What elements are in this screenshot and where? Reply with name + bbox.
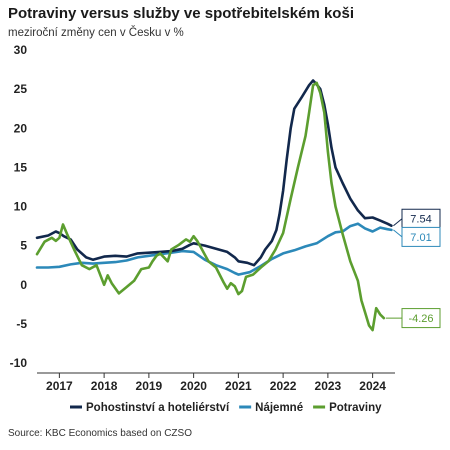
chart-source: Source: KBC Economics based on CZSO xyxy=(8,428,192,439)
series-line-3 xyxy=(35,81,386,332)
chart-subtitle: meziroční změny cen v Česku v % xyxy=(8,27,184,39)
x-tick-label: 2023 xyxy=(315,379,342,393)
series-line-2 xyxy=(35,222,393,276)
legend-item-1: Pohostinství a hoteliérství xyxy=(70,402,230,414)
end-callout-value: -4.26 xyxy=(408,313,433,325)
end-callouts: 7.54 7.01 -4.26 xyxy=(385,208,441,329)
legend-label: Pohostinství a hoteliérství xyxy=(86,402,230,414)
end-callout-leader xyxy=(393,218,403,227)
x-tick-label: 2020 xyxy=(180,379,207,393)
y-tick-label: 5 xyxy=(20,239,27,253)
y-tick-label: -5 xyxy=(16,317,27,331)
x-tick-label: 2017 xyxy=(46,379,73,393)
x-tick-label: 2018 xyxy=(91,379,118,393)
y-tick-label: 0 xyxy=(20,278,27,292)
end-callout-leader xyxy=(393,229,403,238)
y-axis: 30 25 20 15 10 5 0 -5 -10 xyxy=(10,43,28,370)
end-callout-box xyxy=(401,226,441,247)
x-tick-label: 2022 xyxy=(270,379,297,393)
x-tick-label: 2019 xyxy=(136,379,163,393)
legend-item-2: Nájemné xyxy=(239,402,303,414)
series-lines xyxy=(35,79,393,332)
x-tick-label: 2024 xyxy=(359,379,386,393)
end-callout-value: 7.01 xyxy=(410,232,431,244)
y-tick-label: -10 xyxy=(10,356,28,370)
end-callout-value: 7.54 xyxy=(410,214,431,226)
legend-label: Nájemné xyxy=(255,402,303,414)
y-tick-label: 30 xyxy=(14,43,28,57)
series-line-1 xyxy=(35,79,393,267)
end-callout-box xyxy=(401,308,441,329)
y-tick-label: 25 xyxy=(14,82,28,96)
y-tick-label: 10 xyxy=(14,200,28,214)
legend-label: Potraviny xyxy=(329,402,382,414)
x-tick-label: 2021 xyxy=(225,379,252,393)
y-tick-label: 20 xyxy=(14,121,28,135)
x-axis: 2017 2018 2019 2020 2021 2022 2023 2024 xyxy=(37,372,395,393)
legend: Pohostinství a hoteliérství Nájemné Potrav… xyxy=(70,402,382,414)
y-tick-label: 15 xyxy=(14,160,28,174)
legend-item-3: Potraviny xyxy=(313,402,382,414)
chart-title: Potraviny versus služby ve spotřebitelsk… xyxy=(8,5,354,22)
